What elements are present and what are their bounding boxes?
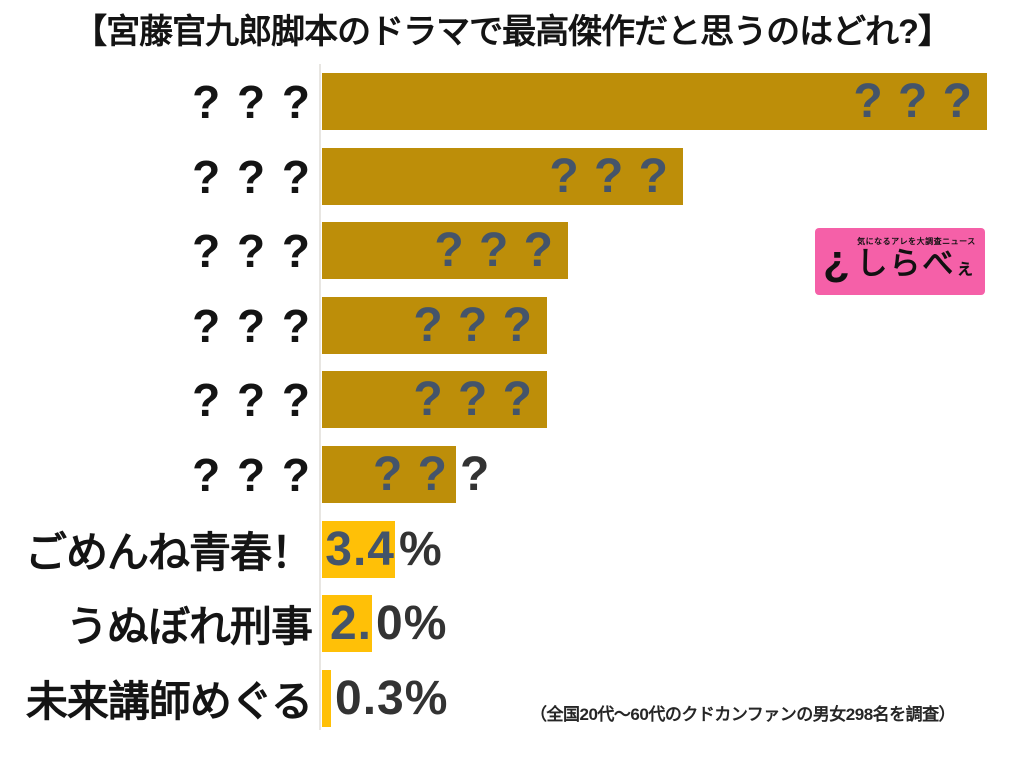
bar bbox=[322, 595, 372, 652]
bar bbox=[322, 521, 395, 578]
bar-value-label-outside: 0.3% bbox=[335, 672, 449, 725]
bar-value-label-inside: 2. bbox=[329, 597, 372, 650]
sirabee-brand-main: しらべ bbox=[856, 246, 956, 281]
chart-row: ごめんね青春！ 3.4% bbox=[0, 521, 1024, 578]
chart-row: ? ? ? ? ? ? bbox=[0, 297, 1024, 354]
category-label: ? ? ? bbox=[192, 373, 312, 426]
category-label: ? ? ? bbox=[192, 150, 312, 203]
sirabee-logo-text: 気になるアレを大調査ニュース しらべぇ bbox=[854, 237, 979, 286]
bar-value-label-outside: % bbox=[399, 523, 443, 576]
bar bbox=[322, 222, 568, 279]
category-label: ? ? ? bbox=[192, 448, 312, 501]
bar-value-label-outside: ? bbox=[460, 448, 491, 501]
bar-value-label-inside: ? ? ? bbox=[413, 373, 533, 426]
survey-note: （全国20代～60代のクドカンファンの男女298名を調査） bbox=[530, 705, 956, 724]
chart-row: うぬぼれ刑事 2. 0% bbox=[0, 595, 1024, 652]
sirabee-mark-icon: ¿ bbox=[823, 235, 850, 285]
bar bbox=[322, 670, 331, 727]
bar-value-label-inside: ? ? ? bbox=[434, 224, 554, 277]
sirabee-brand-small-kana: ぇ bbox=[955, 258, 977, 279]
category-axis-line bbox=[319, 64, 321, 730]
chart-row: ? ? ? ? ? ? bbox=[0, 73, 1024, 130]
category-label: ごめんね青春！ bbox=[24, 529, 313, 576]
chart-row: ? ? ? ? ? ? bbox=[0, 371, 1024, 428]
chart-title: 【宮藤官九郎脚本のドラマで最高傑作だと思うのはどれ?】 bbox=[73, 13, 952, 51]
bar bbox=[322, 73, 987, 130]
sirabee-logo: ¿ 気になるアレを大調査ニュース しらべぇ bbox=[815, 228, 985, 295]
chart-row: ? ? ? ? ? ? bbox=[0, 222, 1024, 279]
bar-value-label-inside: ? ? ? bbox=[853, 75, 973, 128]
bar-value-label-outside: 0% bbox=[376, 597, 448, 650]
category-label: 未来講師めぐる bbox=[25, 678, 313, 725]
bar bbox=[322, 297, 547, 354]
category-label: ? ? ? bbox=[192, 75, 312, 128]
bar-value-label-inside: ? ? bbox=[373, 448, 448, 501]
bar-value-label-inside: ? ? ? bbox=[413, 299, 533, 352]
sirabee-brand-name: しらべぇ bbox=[854, 247, 979, 286]
category-label: ? ? ? bbox=[192, 224, 312, 277]
sirabee-tagline: 気になるアレを大調査ニュース bbox=[857, 237, 976, 246]
bar bbox=[322, 371, 547, 428]
category-label: うぬぼれ刑事 bbox=[65, 603, 313, 650]
chart-row: 未来講師めぐる 0.3% bbox=[0, 670, 1024, 727]
bar-value-label-inside: 3.4 bbox=[325, 523, 395, 576]
chart-row: ? ? ? ? ? ? bbox=[0, 148, 1024, 205]
bar-value-label-inside: ? ? ? bbox=[549, 150, 669, 203]
chart-row: ? ? ? ? ?? bbox=[0, 446, 1024, 503]
bar bbox=[322, 148, 683, 205]
bar bbox=[322, 446, 456, 503]
category-label: ? ? ? bbox=[192, 299, 312, 352]
